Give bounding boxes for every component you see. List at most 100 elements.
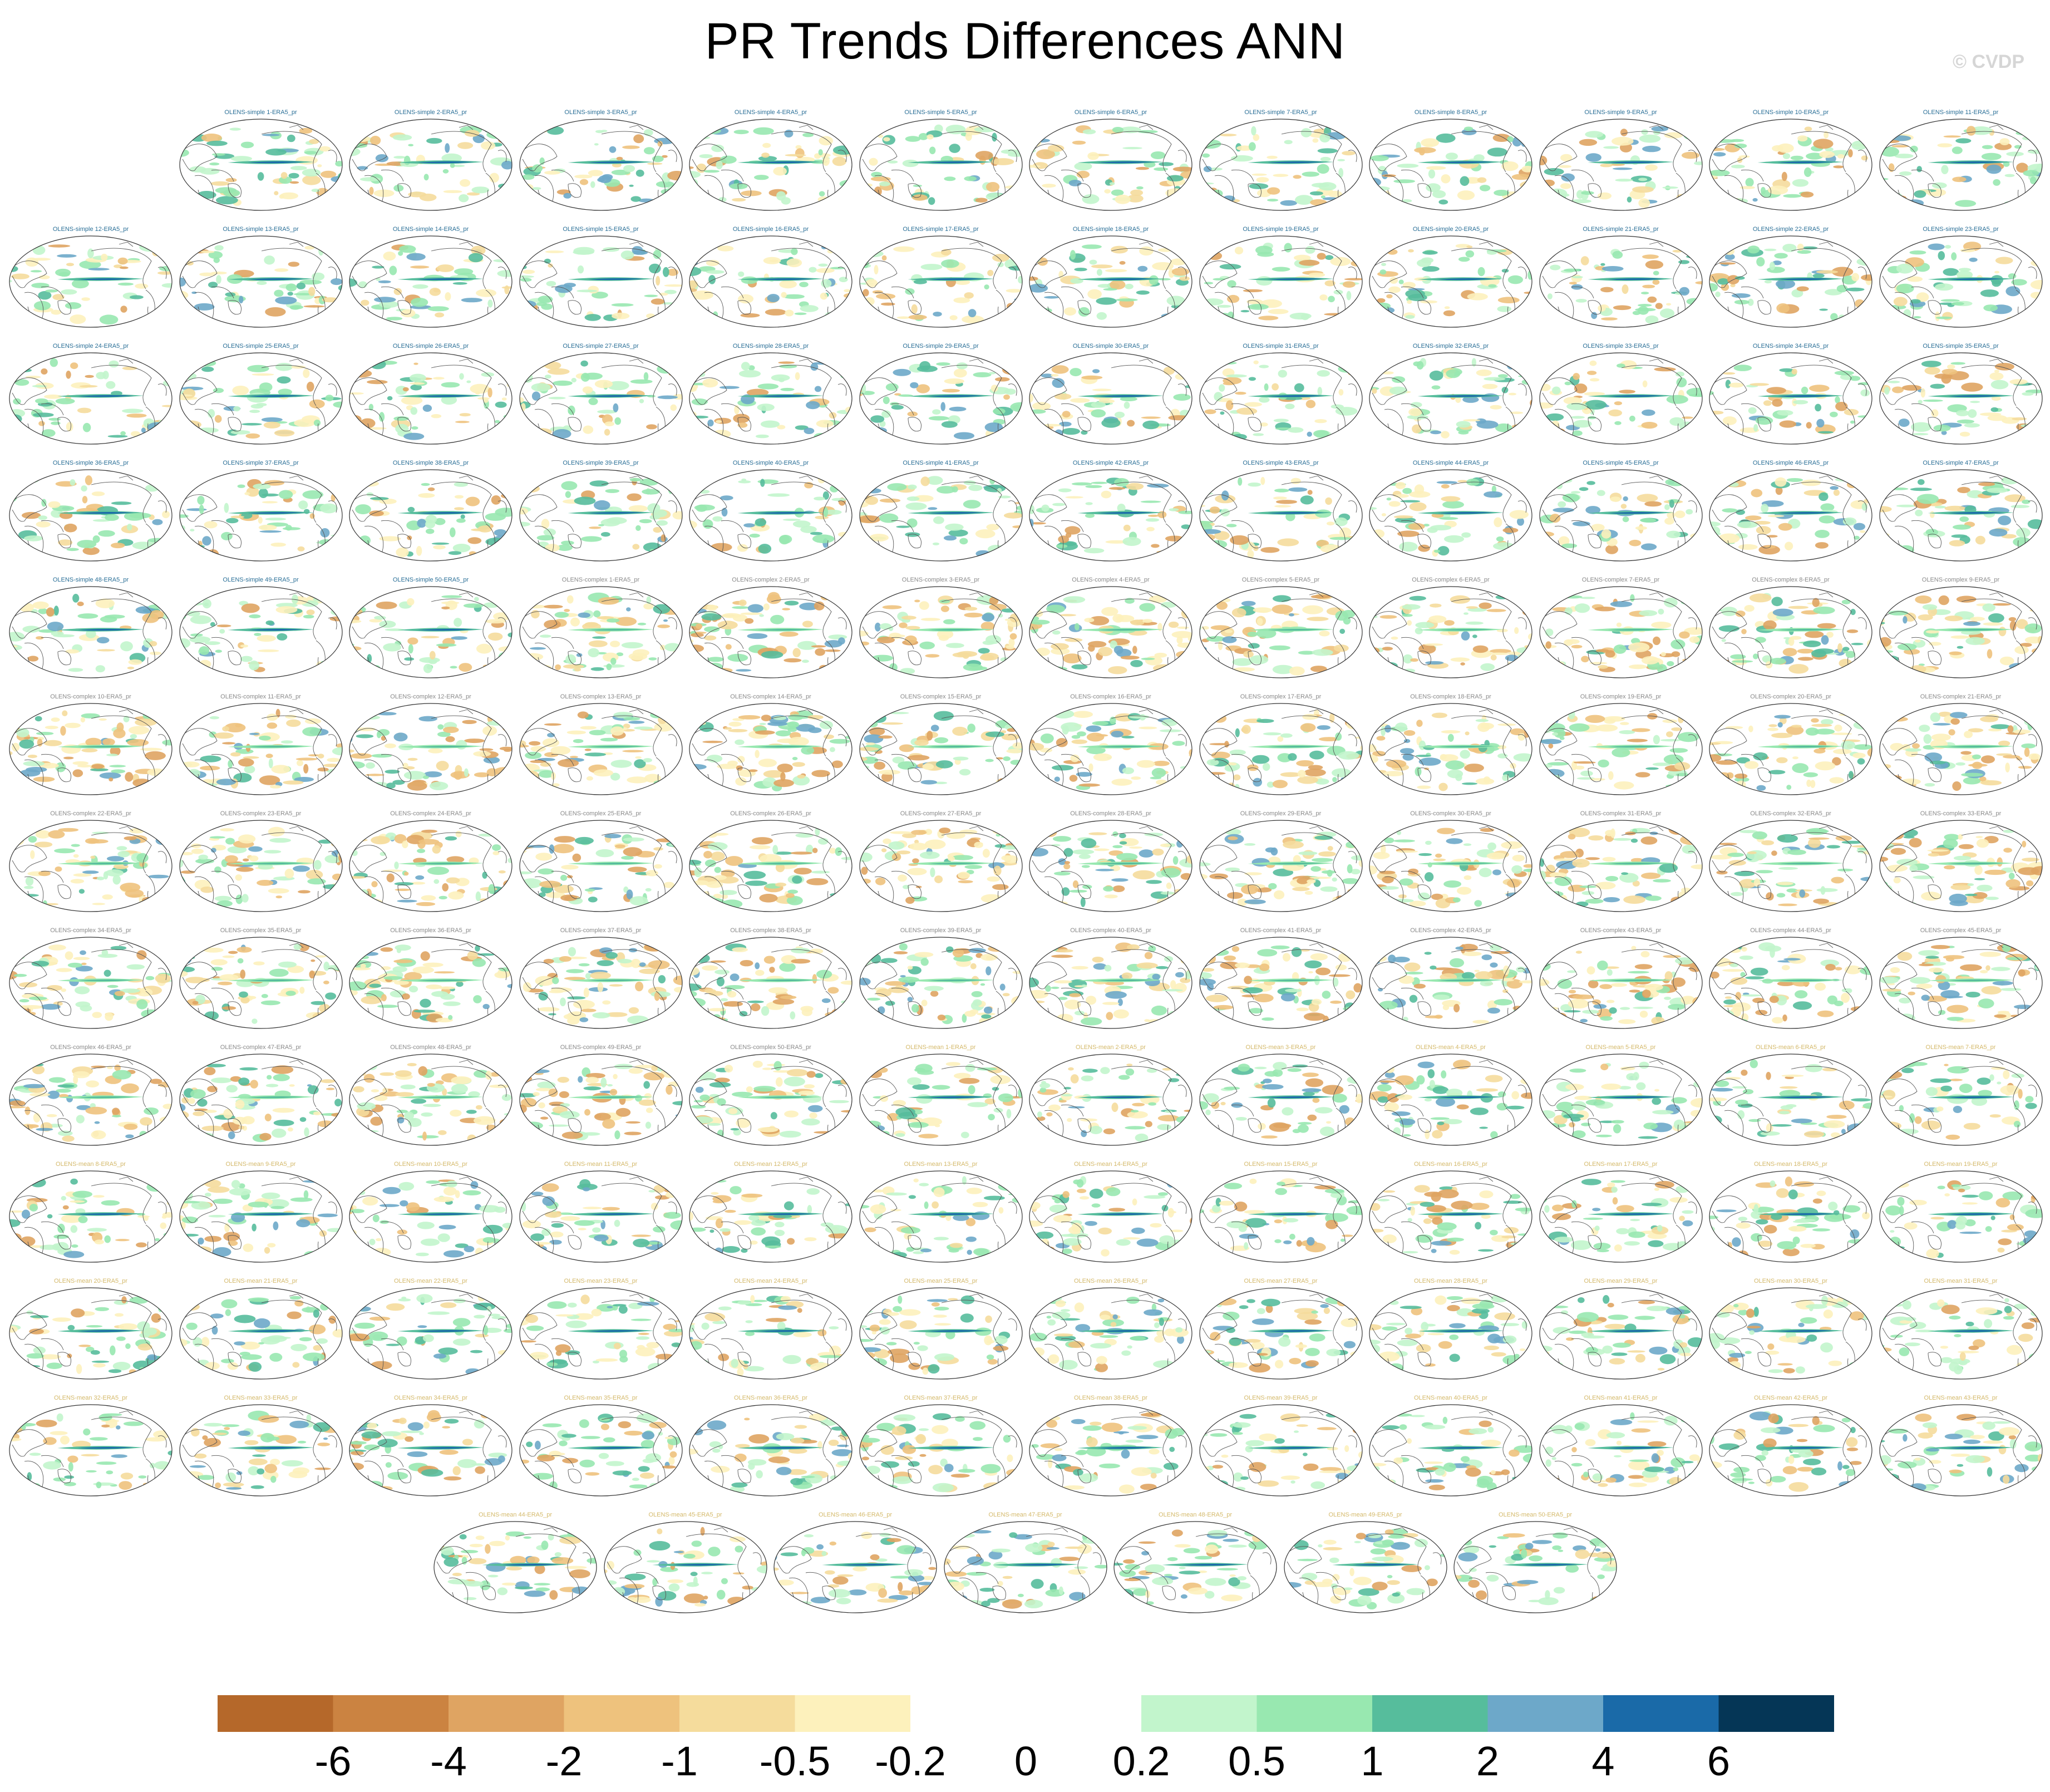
trend-anomaly-patch xyxy=(1377,298,1386,303)
trend-anomaly-patch xyxy=(249,732,259,735)
global-map xyxy=(519,235,683,328)
map-outline xyxy=(1539,235,1703,328)
trend-anomaly-patch xyxy=(280,172,287,179)
trend-anomaly-patch xyxy=(1735,611,1746,617)
trend-anomaly-patch xyxy=(520,278,531,282)
trend-anomaly-patch xyxy=(111,501,132,505)
equatorial-band-core xyxy=(927,278,984,280)
trend-anomaly-patch xyxy=(521,316,540,321)
trend-anomaly-patch xyxy=(1650,622,1672,629)
global-map xyxy=(1879,469,2043,562)
trend-anomaly-patch xyxy=(1954,200,1976,207)
trend-anomaly-patch xyxy=(1914,639,1921,643)
trend-anomaly-patch xyxy=(1053,709,1075,718)
equatorial-band-core xyxy=(247,161,304,164)
trend-anomaly-patch xyxy=(1403,654,1413,664)
trend-anomaly-patch xyxy=(1092,721,1109,726)
trend-anomaly-patch xyxy=(369,497,389,500)
trend-anomaly-patch xyxy=(1910,488,1932,491)
coastline xyxy=(1417,417,1431,432)
map-outline xyxy=(689,119,852,211)
trend-anomaly-patch xyxy=(487,299,493,308)
trend-anomaly-patch xyxy=(778,361,795,364)
trend-anomaly-patch xyxy=(1488,284,1496,288)
equatorial-band-core xyxy=(587,628,644,631)
trend-anomaly-patch xyxy=(277,376,290,384)
trend-anomaly-patch xyxy=(940,402,945,411)
trend-anomaly-patch xyxy=(728,728,748,732)
global-map xyxy=(1879,235,2043,328)
trend-anomaly-patch xyxy=(1161,602,1177,608)
trend-anomaly-patch xyxy=(1293,175,1302,179)
trend-anomaly-patch xyxy=(1450,595,1470,604)
trend-anomaly-patch xyxy=(1425,661,1444,665)
trend-anomaly-patch xyxy=(1466,245,1473,248)
trend-anomaly-patch xyxy=(1991,279,2001,287)
coastline xyxy=(1451,365,1512,406)
map-outline xyxy=(1199,352,1363,445)
trend-anomaly-patch xyxy=(1886,310,1899,315)
page-title: PR Trends Differences ANN xyxy=(704,13,1346,70)
coastline xyxy=(551,169,574,182)
trend-anomaly-patch xyxy=(1600,263,1605,266)
trend-anomaly-patch xyxy=(1243,289,1263,293)
trend-anomaly-patch xyxy=(1571,275,1583,279)
trend-anomaly-patch xyxy=(1308,272,1325,278)
coastline xyxy=(1281,131,1342,173)
trend-anomaly-patch xyxy=(88,268,110,271)
trend-anomaly-patch xyxy=(1479,602,1492,609)
trend-anomaly-patch xyxy=(1600,287,1614,293)
trend-anomaly-patch xyxy=(696,548,704,558)
trend-anomaly-patch xyxy=(943,619,955,624)
trend-anomaly-patch xyxy=(616,652,623,657)
trend-anomaly-patch xyxy=(927,507,937,510)
trend-anomaly-patch xyxy=(1575,299,1587,303)
trend-anomaly-patch xyxy=(389,265,397,275)
trend-anomaly-patch xyxy=(196,360,216,367)
trend-anomaly-patch xyxy=(600,518,620,526)
trend-anomaly-patch xyxy=(1110,280,1126,290)
trend-anomaly-patch xyxy=(334,129,342,133)
trend-anomaly-patch xyxy=(410,265,430,269)
trend-anomaly-patch xyxy=(1806,422,1812,429)
trend-anomaly-patch xyxy=(1013,711,1022,720)
trend-anomaly-patch xyxy=(2009,621,2017,631)
trend-anomaly-patch xyxy=(948,144,960,153)
trend-anomaly-patch xyxy=(1199,422,1214,428)
trend-anomaly-patch xyxy=(1682,594,1691,604)
trend-anomaly-patch xyxy=(530,746,546,752)
trend-anomaly-patch xyxy=(1029,659,1044,665)
coastline xyxy=(2028,500,2037,513)
coastline xyxy=(182,611,218,639)
global-map xyxy=(1199,352,1363,445)
trend-anomaly-patch xyxy=(412,284,428,289)
trend-anomaly-patch xyxy=(728,721,742,727)
trend-anomaly-patch xyxy=(201,134,222,142)
trend-anomaly-patch xyxy=(2034,419,2040,426)
trend-anomaly-patch xyxy=(1258,397,1269,403)
trend-anomaly-patch xyxy=(1898,545,1914,555)
trend-anomaly-patch xyxy=(282,780,303,785)
coastline xyxy=(1588,534,1601,549)
panel-title: OLENS-simple 17-ERA5_pr xyxy=(903,226,979,233)
trend-anomaly-patch xyxy=(258,488,268,498)
trend-anomaly-patch xyxy=(1658,608,1664,615)
trend-anomaly-patch xyxy=(1831,267,1854,277)
trend-anomaly-patch xyxy=(1253,134,1259,141)
trend-anomaly-patch xyxy=(881,255,886,261)
trend-anomaly-patch xyxy=(2015,163,2028,173)
trend-anomaly-patch xyxy=(506,365,512,370)
trend-anomaly-patch xyxy=(1788,605,1809,609)
trend-anomaly-patch xyxy=(1749,593,1772,603)
coastline xyxy=(1588,417,1601,432)
coastline xyxy=(837,383,847,396)
trend-anomaly-patch xyxy=(1477,267,1485,277)
trend-anomaly-patch xyxy=(1058,270,1064,279)
trend-anomaly-patch xyxy=(454,482,468,487)
coastline xyxy=(397,651,411,666)
trend-anomaly-patch xyxy=(639,519,652,524)
coastline xyxy=(1111,481,1172,523)
trend-anomaly-patch xyxy=(810,363,819,371)
trend-anomaly-patch xyxy=(940,259,959,268)
trend-anomaly-patch xyxy=(204,521,218,529)
